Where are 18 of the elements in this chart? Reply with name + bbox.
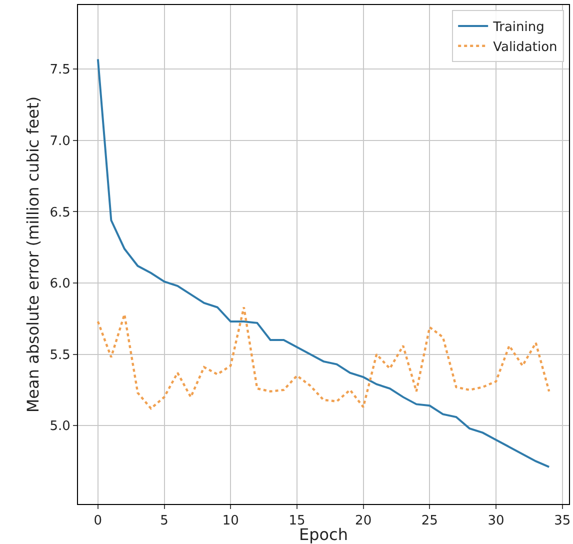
x-tick-label: 25 [421,514,438,529]
x-tick-label: 20 [355,514,372,529]
x-tick-label: 10 [222,514,239,529]
line-series [96,306,550,410]
x-tick-label: 35 [554,514,571,529]
y-axis-title: Mean absolute error (million cubic feet) [24,96,43,413]
line-series [96,58,550,468]
x-tick-label: 5 [160,514,168,529]
y-tick-label: 5.5 [50,348,70,363]
y-tick-label: 5.0 [50,419,70,434]
y-tick-label: 7.5 [50,62,70,78]
y-tick-label: 6.0 [50,276,70,292]
x-tick-label: 30 [488,514,504,529]
legend-label: Validation [493,40,558,55]
legend-label: Training [492,20,544,36]
y-tick-label: 7.0 [50,134,70,149]
x-tick-label: 0 [94,514,102,529]
y-tick-label: 6.5 [50,205,70,220]
